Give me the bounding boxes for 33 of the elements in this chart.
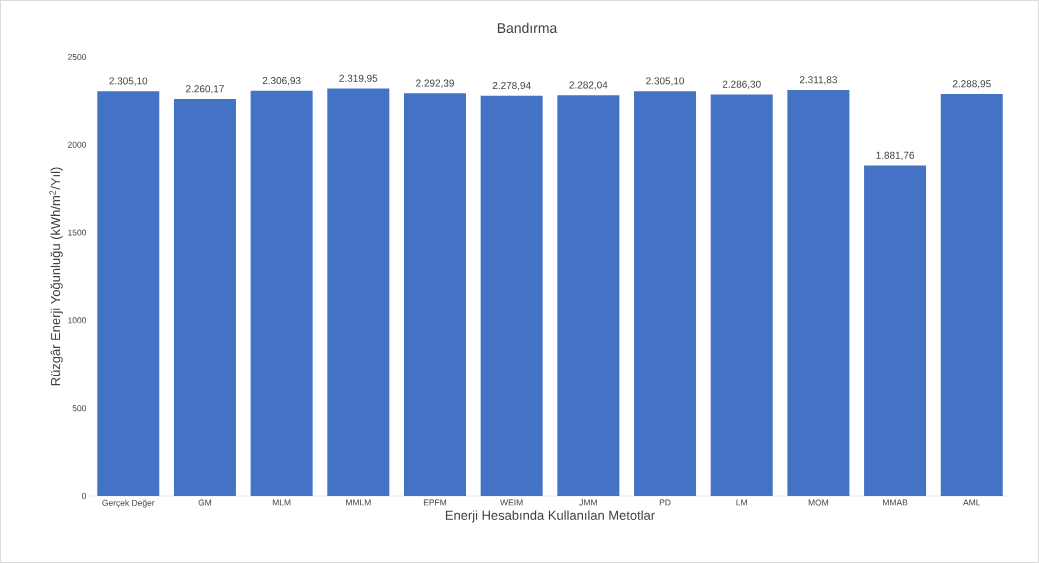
data-label: 2.306,93 bbox=[262, 77, 301, 86]
data-label: 2.286,30 bbox=[722, 80, 761, 89]
x-tick-label: MLM bbox=[272, 499, 291, 506]
x-tick-label: JMM bbox=[579, 499, 597, 506]
x-tick-label: PD bbox=[659, 499, 671, 506]
x-tick-label: LM bbox=[736, 499, 747, 506]
x-tick-label: MMLM bbox=[346, 499, 371, 506]
data-label: 2.311,83 bbox=[799, 76, 837, 85]
data-label: 2.278,94 bbox=[492, 82, 531, 91]
data-label: 2.305,10 bbox=[109, 77, 148, 86]
x-tick-label: WEIM bbox=[500, 499, 523, 506]
data-label: 2.288,95 bbox=[952, 80, 991, 89]
y-tick-label: 0 bbox=[82, 493, 87, 500]
y-tick-label: 1000 bbox=[68, 317, 87, 324]
data-label: 1.881,76 bbox=[876, 151, 915, 161]
x-tick-label: Gerçek Değer bbox=[102, 499, 155, 508]
x-tick-label: MOM bbox=[808, 499, 829, 506]
y-tick-label: 1500 bbox=[68, 229, 87, 236]
data-label: 2.305,10 bbox=[646, 77, 685, 86]
x-tick-label: GM bbox=[198, 499, 212, 506]
x-tick-label: AML bbox=[963, 499, 981, 506]
x-axis-title: Enerji Hesabında Kullanılan Metotlar bbox=[445, 510, 655, 523]
y-tick-label: 2500 bbox=[67, 53, 87, 60]
chart-title: Bandırma bbox=[497, 22, 558, 34]
x-tick-label: MMAB bbox=[883, 499, 908, 506]
y-axis-title: Rüzgâr Enerji Yoğunluğu (kWh/m$^{2}$/Yıl) bbox=[49, 167, 63, 386]
data-label: 2.282,04 bbox=[569, 81, 608, 90]
data-label: 2.292,39 bbox=[416, 79, 454, 88]
x-tick-label: EPFM bbox=[423, 499, 447, 506]
y-tick-label: 2000 bbox=[67, 141, 87, 148]
y-tick-label: 500 bbox=[72, 405, 87, 412]
data-label: 2.260,17 bbox=[186, 85, 224, 94]
data-label: 2.319,95 bbox=[339, 74, 378, 84]
